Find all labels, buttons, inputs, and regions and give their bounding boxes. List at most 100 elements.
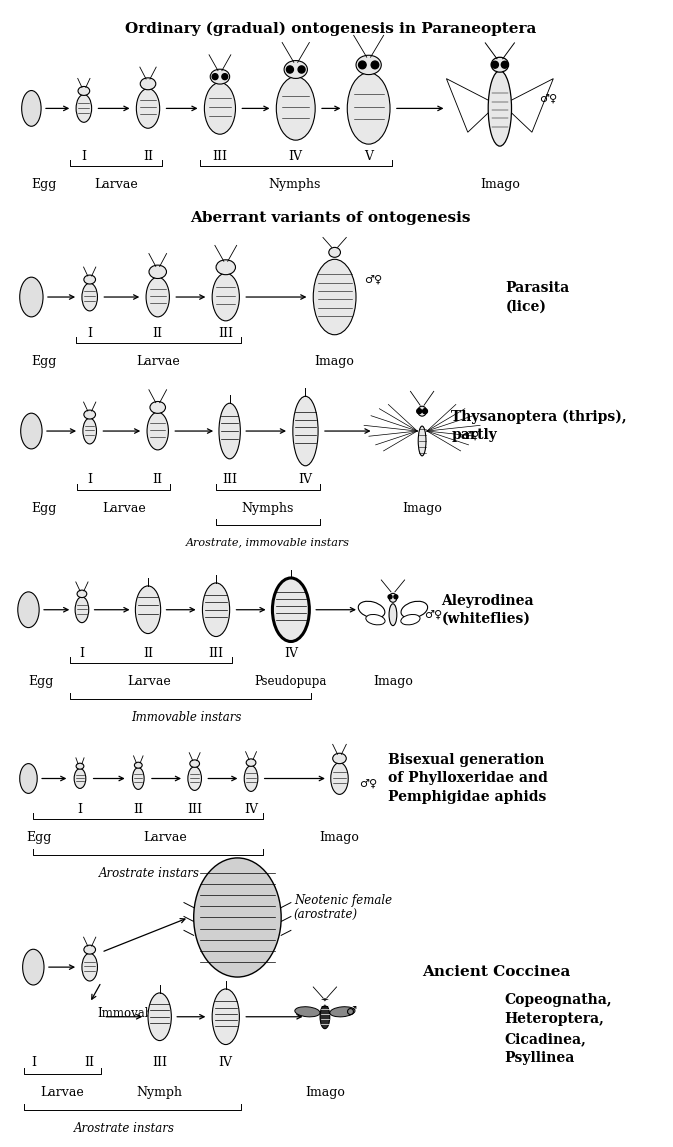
Ellipse shape xyxy=(330,763,348,795)
Text: Larvae: Larvae xyxy=(136,354,180,367)
Ellipse shape xyxy=(329,248,341,257)
Ellipse shape xyxy=(190,759,199,767)
Text: Nymphs: Nymphs xyxy=(242,501,293,515)
Ellipse shape xyxy=(356,55,382,75)
Ellipse shape xyxy=(140,78,155,89)
Text: I: I xyxy=(77,803,83,817)
Ellipse shape xyxy=(273,578,310,641)
Text: Imago: Imago xyxy=(480,178,520,190)
Ellipse shape xyxy=(216,260,236,274)
Ellipse shape xyxy=(246,759,256,766)
Ellipse shape xyxy=(147,412,168,450)
Ellipse shape xyxy=(203,583,229,637)
Text: Imago: Imago xyxy=(402,501,442,515)
Circle shape xyxy=(371,61,379,69)
Text: Egg: Egg xyxy=(28,676,54,688)
Text: Bisexual generation
of Phylloxeridae and
Pemphigidae aphids: Bisexual generation of Phylloxeridae and… xyxy=(388,754,548,804)
Text: Imago: Imago xyxy=(315,354,355,367)
Ellipse shape xyxy=(284,61,308,78)
Ellipse shape xyxy=(401,615,420,625)
Text: I: I xyxy=(79,647,84,661)
Text: I: I xyxy=(31,1056,36,1069)
Text: Egg: Egg xyxy=(32,354,57,367)
Circle shape xyxy=(388,595,392,599)
Ellipse shape xyxy=(212,989,240,1045)
Text: III: III xyxy=(213,150,227,163)
Ellipse shape xyxy=(146,278,170,317)
Ellipse shape xyxy=(23,950,44,985)
Polygon shape xyxy=(446,79,497,132)
Circle shape xyxy=(298,65,305,73)
Text: Egg: Egg xyxy=(32,178,57,190)
Circle shape xyxy=(359,61,366,69)
Text: Nymphs: Nymphs xyxy=(268,178,320,190)
Circle shape xyxy=(423,408,427,414)
Ellipse shape xyxy=(219,404,240,459)
Ellipse shape xyxy=(320,1005,330,1029)
Text: IV: IV xyxy=(219,1056,233,1069)
Ellipse shape xyxy=(21,413,42,448)
Text: Thysanoptera (thrips),
partly: Thysanoptera (thrips), partly xyxy=(452,409,627,443)
Text: Arostrate instars: Arostrate instars xyxy=(74,1122,175,1136)
Ellipse shape xyxy=(332,754,347,764)
Text: II: II xyxy=(143,150,153,163)
Text: Neotenic female
(arostrate): Neotenic female (arostrate) xyxy=(294,894,392,921)
Text: V: V xyxy=(364,150,373,163)
Circle shape xyxy=(394,595,398,599)
Circle shape xyxy=(287,65,293,73)
Text: Immovable: Immovable xyxy=(98,1007,164,1020)
Ellipse shape xyxy=(133,767,144,789)
Text: Egg: Egg xyxy=(26,832,52,844)
Ellipse shape xyxy=(75,596,89,623)
Circle shape xyxy=(417,408,421,414)
Text: IV: IV xyxy=(284,647,298,661)
Ellipse shape xyxy=(347,72,390,145)
Text: Aleyrodinea
(whiteflies): Aleyrodinea (whiteflies) xyxy=(441,593,534,626)
Text: I: I xyxy=(81,150,86,163)
Ellipse shape xyxy=(293,397,318,466)
Ellipse shape xyxy=(210,69,229,84)
Ellipse shape xyxy=(137,88,160,128)
Ellipse shape xyxy=(17,592,39,627)
Circle shape xyxy=(491,61,499,68)
Text: IV: IV xyxy=(298,473,312,485)
Ellipse shape xyxy=(358,601,385,618)
Text: III: III xyxy=(209,647,223,661)
Text: ♂♀: ♂♀ xyxy=(424,610,442,619)
Ellipse shape xyxy=(418,406,427,416)
Text: I: I xyxy=(87,327,92,340)
Text: Imago: Imago xyxy=(305,1086,345,1099)
Ellipse shape xyxy=(295,1007,320,1017)
Text: I: I xyxy=(87,473,92,485)
Text: Immovable instars: Immovable instars xyxy=(131,711,242,724)
Text: ♂♀: ♂♀ xyxy=(461,431,479,440)
Text: Imago: Imago xyxy=(320,832,359,844)
Ellipse shape xyxy=(84,275,96,284)
Ellipse shape xyxy=(389,603,397,625)
Ellipse shape xyxy=(77,590,87,598)
Text: Ancient Coccinea: Ancient Coccinea xyxy=(422,965,571,980)
Text: Aberrant variants of ontogenesis: Aberrant variants of ontogenesis xyxy=(190,211,471,225)
Text: ♂♀: ♂♀ xyxy=(538,93,557,103)
Text: III: III xyxy=(218,327,234,340)
Circle shape xyxy=(222,73,227,79)
Ellipse shape xyxy=(78,86,90,95)
Text: IV: IV xyxy=(244,803,258,817)
Text: III: III xyxy=(152,1056,167,1069)
Text: Nymph: Nymph xyxy=(137,1086,182,1099)
Text: Parasita
(lice): Parasita (lice) xyxy=(505,281,570,313)
Text: IV: IV xyxy=(289,150,303,163)
Text: Larvae: Larvae xyxy=(143,832,187,844)
Polygon shape xyxy=(503,79,553,132)
Ellipse shape xyxy=(135,763,142,768)
Text: Imago: Imago xyxy=(373,676,413,688)
Ellipse shape xyxy=(84,945,96,954)
Ellipse shape xyxy=(491,57,509,72)
Text: ♂♀: ♂♀ xyxy=(359,779,377,788)
Text: III: III xyxy=(187,803,202,817)
Ellipse shape xyxy=(150,401,166,413)
Text: II: II xyxy=(153,327,163,340)
Ellipse shape xyxy=(135,586,161,633)
Text: ♂: ♂ xyxy=(347,1005,357,1019)
Text: II: II xyxy=(143,647,153,661)
